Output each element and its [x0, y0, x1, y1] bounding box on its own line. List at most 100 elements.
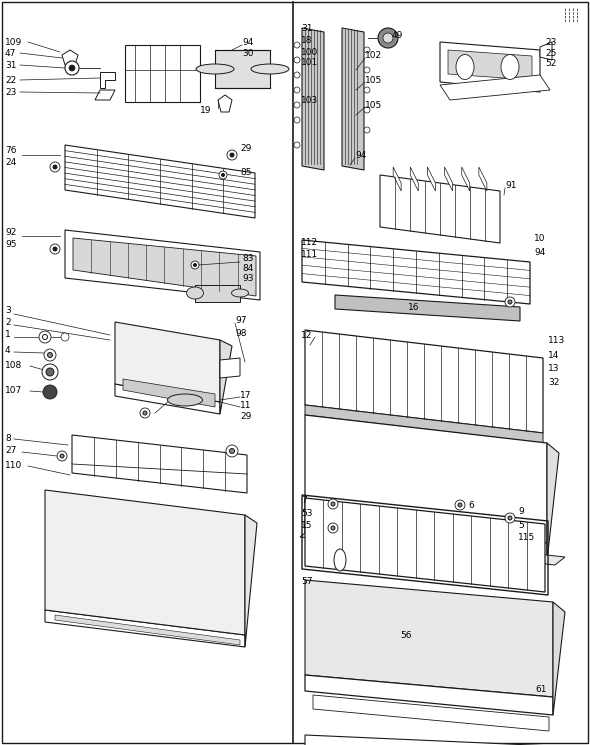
- Polygon shape: [55, 615, 240, 645]
- Text: 112: 112: [301, 238, 318, 247]
- Text: 11: 11: [240, 401, 251, 410]
- Polygon shape: [100, 72, 115, 88]
- Text: 18: 18: [301, 36, 313, 45]
- Text: 110: 110: [5, 460, 22, 469]
- Text: 3: 3: [5, 305, 11, 314]
- Circle shape: [227, 150, 237, 160]
- Text: 108: 108: [5, 361, 22, 370]
- Ellipse shape: [456, 54, 474, 80]
- Circle shape: [508, 300, 512, 304]
- Circle shape: [294, 142, 300, 148]
- Text: 4: 4: [5, 346, 11, 355]
- Text: 19: 19: [200, 106, 211, 115]
- Text: 101: 101: [301, 57, 318, 66]
- Circle shape: [378, 28, 398, 48]
- Circle shape: [42, 364, 58, 380]
- Polygon shape: [302, 28, 324, 170]
- Text: 15: 15: [301, 522, 313, 530]
- Text: 83: 83: [242, 253, 254, 262]
- Circle shape: [294, 87, 300, 93]
- Text: 102: 102: [365, 51, 382, 60]
- Text: 115: 115: [518, 533, 535, 542]
- Text: 17: 17: [240, 390, 251, 399]
- Polygon shape: [305, 415, 547, 543]
- Polygon shape: [440, 75, 550, 100]
- Polygon shape: [305, 675, 553, 715]
- Circle shape: [458, 503, 462, 507]
- Text: 95: 95: [5, 239, 17, 249]
- Text: 85: 85: [240, 168, 251, 177]
- Text: 47: 47: [5, 48, 17, 57]
- Circle shape: [364, 107, 370, 113]
- Text: 93: 93: [242, 273, 254, 282]
- Text: 84: 84: [242, 264, 253, 273]
- Circle shape: [331, 526, 335, 530]
- Text: 29: 29: [240, 411, 251, 420]
- Polygon shape: [95, 90, 115, 100]
- Polygon shape: [335, 295, 520, 321]
- Polygon shape: [305, 735, 553, 745]
- Polygon shape: [195, 285, 240, 302]
- Polygon shape: [462, 167, 470, 191]
- Text: 105: 105: [365, 75, 382, 84]
- Circle shape: [294, 57, 300, 63]
- Text: 105: 105: [365, 101, 382, 110]
- Polygon shape: [302, 240, 530, 304]
- Circle shape: [294, 42, 300, 48]
- Text: 6: 6: [468, 501, 474, 510]
- Circle shape: [294, 102, 300, 108]
- Circle shape: [43, 385, 57, 399]
- Circle shape: [140, 408, 150, 418]
- Circle shape: [42, 335, 48, 340]
- Text: 1: 1: [5, 329, 11, 338]
- Circle shape: [331, 502, 335, 506]
- Text: 25: 25: [545, 48, 556, 57]
- Text: 2: 2: [5, 317, 11, 326]
- Circle shape: [53, 165, 57, 169]
- Polygon shape: [73, 238, 256, 296]
- Circle shape: [69, 65, 75, 71]
- Circle shape: [48, 352, 53, 358]
- Circle shape: [65, 61, 79, 75]
- Text: 16: 16: [408, 302, 419, 311]
- Text: 107: 107: [5, 385, 22, 395]
- Polygon shape: [479, 167, 487, 191]
- Text: 100: 100: [301, 48, 318, 57]
- Polygon shape: [220, 340, 232, 414]
- Text: 13: 13: [548, 364, 559, 372]
- Polygon shape: [427, 167, 435, 191]
- Circle shape: [328, 523, 338, 533]
- Circle shape: [505, 297, 515, 307]
- Polygon shape: [62, 50, 78, 65]
- Circle shape: [383, 33, 393, 43]
- Ellipse shape: [501, 54, 519, 80]
- Polygon shape: [380, 175, 500, 243]
- Circle shape: [230, 153, 234, 157]
- Text: 76: 76: [5, 145, 17, 154]
- Circle shape: [60, 454, 64, 458]
- Polygon shape: [45, 490, 245, 635]
- Text: 31: 31: [5, 60, 17, 69]
- Circle shape: [191, 261, 199, 269]
- Circle shape: [294, 117, 300, 123]
- Text: 23: 23: [545, 37, 556, 46]
- Polygon shape: [305, 498, 545, 592]
- Circle shape: [53, 247, 57, 251]
- Polygon shape: [45, 610, 245, 647]
- Polygon shape: [65, 145, 255, 218]
- Circle shape: [50, 162, 60, 172]
- Circle shape: [143, 411, 147, 415]
- Circle shape: [226, 445, 238, 457]
- Polygon shape: [245, 515, 257, 647]
- Circle shape: [39, 331, 51, 343]
- Text: 5: 5: [518, 521, 524, 530]
- Polygon shape: [393, 167, 401, 191]
- Text: 109: 109: [5, 37, 22, 46]
- Text: 23: 23: [5, 87, 17, 97]
- Text: 98: 98: [235, 329, 247, 337]
- Polygon shape: [305, 405, 543, 443]
- Polygon shape: [547, 443, 559, 561]
- Polygon shape: [72, 435, 247, 493]
- Text: 113: 113: [548, 335, 565, 344]
- Text: 91: 91: [505, 180, 516, 189]
